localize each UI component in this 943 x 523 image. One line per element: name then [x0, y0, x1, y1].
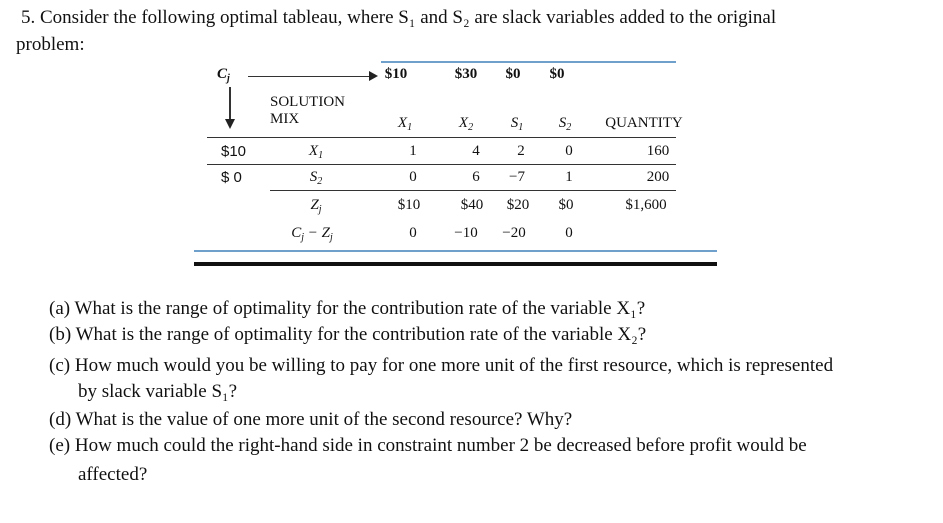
col-header-x2: X2 — [458, 115, 474, 133]
cj-value-s2: $0 — [549, 66, 565, 82]
header-rule — [207, 137, 676, 138]
problem-statement-line-2: problem: — [16, 34, 85, 55]
row2-cj: $ 0 — [221, 169, 242, 186]
tableau-top-rule — [381, 61, 676, 63]
question-d: (d) What is the value of one more unit o… — [49, 409, 573, 430]
problem-text: Consider the following optimal tableau, … — [40, 7, 777, 28]
question-e-continued: affected? — [78, 464, 148, 485]
problem-number: 5. — [21, 7, 36, 28]
zj-s2: $0 — [558, 197, 574, 213]
row1-quantity: 160 — [646, 143, 670, 159]
zj-quantity: $1,600 — [625, 197, 667, 213]
row2-basic-var: S2 — [309, 169, 323, 187]
cj-arrow-line — [248, 76, 371, 77]
right-arrow-icon — [369, 71, 378, 81]
question-e: (e) How much could the right-hand side i… — [49, 435, 807, 456]
row2-quantity: 200 — [646, 169, 670, 185]
row1-basic-var: X1 — [308, 143, 324, 161]
cj-minus-zj-label: Cj − Zj — [291, 225, 333, 243]
row1-s1: 2 — [517, 143, 525, 159]
cj-minus-zj-s1: −20 — [502, 225, 526, 241]
col-header-s2: S2 — [558, 115, 572, 133]
col-header-s1: S1 — [510, 115, 524, 133]
down-arrow-line — [229, 87, 231, 121]
solution-mix-header: SOLUTION MIX — [270, 94, 345, 127]
question-a: (a) What is the range of optimality for … — [49, 298, 646, 319]
zj-s1: $20 — [506, 197, 530, 213]
cj-value-x2: $30 — [454, 66, 478, 82]
row1-x2: 4 — [472, 143, 480, 159]
question-c-continued: by slack variable S₁? — [78, 381, 238, 402]
row2-x2: 6 — [472, 169, 480, 185]
zj-x2: $40 — [460, 197, 484, 213]
zj-label: Zj — [310, 197, 322, 215]
cj-minus-zj-s2: 0 — [565, 225, 573, 241]
row1-s2: 0 — [565, 143, 573, 159]
row1-x1: 1 — [409, 143, 417, 159]
cj-value-x1: $10 — [384, 66, 408, 82]
tableau-bottom-rule-thin — [194, 250, 717, 252]
tableau-bottom-rule-thick — [194, 262, 717, 266]
row1-cj: $10 — [221, 143, 247, 160]
zj-x1: $10 — [397, 197, 421, 213]
down-arrow-icon — [225, 119, 235, 129]
problem-statement-line-1: 5. Consider the following optimal tablea… — [21, 6, 776, 30]
question-c: (c) How much would you be willing to pay… — [49, 355, 834, 376]
row2-rule — [270, 190, 676, 191]
row2-x1: 0 — [409, 169, 417, 185]
row2-s2: 1 — [565, 169, 573, 185]
row2-s1: −7 — [509, 169, 525, 185]
cj-value-s1: $0 — [505, 66, 521, 82]
col-header-quantity: QUANTITY — [605, 115, 683, 131]
col-header-x1: X1 — [397, 115, 413, 133]
question-b: (b) What is the range of optimality for … — [49, 324, 647, 345]
row1-rule — [207, 164, 676, 165]
cj-minus-zj-x2: −10 — [454, 225, 478, 241]
cj-label: Cj — [217, 66, 230, 84]
cj-minus-zj-x1: 0 — [409, 225, 417, 241]
